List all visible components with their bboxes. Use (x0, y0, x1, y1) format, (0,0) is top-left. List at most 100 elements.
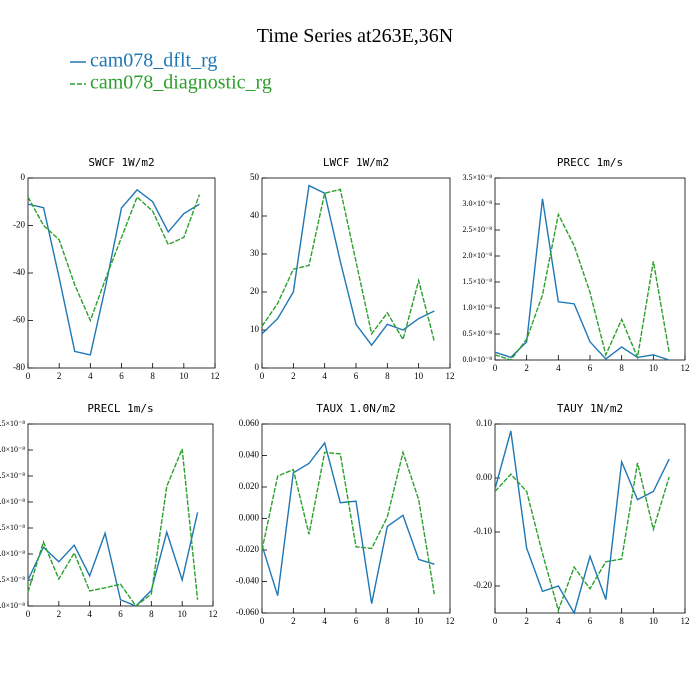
series-line (27, 448, 199, 608)
panel-title: PRECC 1m/s (557, 156, 623, 169)
x-tick-label: 10 (414, 616, 424, 626)
x-tick-label: 8 (385, 616, 390, 626)
x-tick-label: 4 (556, 616, 561, 626)
panel-title: TAUY 1N/m2 (557, 402, 623, 415)
x-tick-label: 2 (57, 609, 62, 619)
x-tick-label: 10 (649, 616, 659, 626)
series-line (261, 184, 435, 347)
x-tick-label: 10 (178, 609, 188, 619)
y-tick-label: 0.5×10⁻⁸ (462, 329, 492, 338)
y-tick-label: 0.040 (239, 450, 260, 460)
y-tick-label: 10 (250, 324, 260, 334)
x-tick-label: 4 (322, 616, 327, 626)
plot-frame (261, 423, 451, 614)
series-line (494, 198, 670, 361)
series-line (494, 212, 670, 361)
x-tick-label: 4 (322, 371, 327, 381)
x-tick-label: 8 (149, 609, 154, 619)
x-tick-label: 10 (179, 371, 189, 381)
y-tick-label: 3.5×10⁻⁸ (462, 173, 492, 182)
y-tick-label: -0.020 (236, 544, 260, 554)
y-tick-label: -80 (13, 362, 25, 372)
y-tick-label: 0 (255, 362, 260, 372)
y-tick-label: 0.00 (476, 472, 492, 482)
y-tick-label: -0.040 (236, 576, 260, 586)
y-tick-label: 30 (250, 248, 260, 258)
panel-title: TAUX 1.0N/m2 (316, 402, 395, 415)
y-tick-label: 50 (250, 172, 260, 182)
x-tick-label: 0 (26, 371, 31, 381)
y-tick-label: -20 (13, 220, 25, 230)
x-tick-label: 6 (354, 616, 359, 626)
y-tick-label: 1.0×10⁻⁸ (0, 549, 25, 558)
series-line (27, 194, 201, 323)
legend-label: cam078_dflt_rg (90, 50, 217, 72)
x-tick-label: 6 (588, 363, 593, 373)
y-tick-label: 1.0×10⁻⁸ (462, 303, 492, 312)
plot-frame (494, 423, 686, 614)
x-tick-label: 6 (119, 371, 124, 381)
x-tick-label: 8 (150, 371, 155, 381)
x-tick-label: 8 (385, 371, 390, 381)
x-tick-label: 2 (524, 616, 529, 626)
y-tick-label: 3.0×10⁻⁸ (462, 199, 492, 208)
y-tick-label: 0.020 (239, 481, 260, 491)
series-line (494, 462, 670, 613)
x-tick-label: 4 (87, 609, 92, 619)
x-tick-label: 2 (291, 371, 296, 381)
x-tick-label: 12 (446, 371, 455, 381)
y-tick-label: 1.5×10⁻⁸ (0, 523, 25, 532)
x-tick-label: 8 (619, 363, 624, 373)
x-tick-label: 12 (446, 616, 455, 626)
y-tick-label: 2.5×10⁻⁸ (0, 471, 25, 480)
x-tick-label: 4 (556, 363, 561, 373)
y-tick-label: 3.0×10⁻⁸ (0, 445, 25, 454)
y-tick-label: -0.060 (236, 607, 260, 617)
y-tick-label: 0.5×10⁻⁸ (0, 575, 25, 584)
x-tick-label: 12 (211, 371, 220, 381)
x-tick-label: 0 (493, 363, 498, 373)
y-tick-label: -0.20 (473, 580, 492, 590)
plot-frame (27, 177, 216, 369)
panel-title: SWCF 1W/m2 (88, 156, 154, 169)
x-tick-label: 6 (354, 371, 359, 381)
y-tick-label: -60 (13, 315, 25, 325)
y-tick-label: 20 (250, 286, 260, 296)
y-tick-label: 0 (21, 172, 26, 182)
y-tick-label: 40 (250, 210, 260, 220)
y-tick-label: 2.5×10⁻⁸ (462, 225, 492, 234)
x-tick-label: 6 (588, 616, 593, 626)
x-tick-label: 0 (260, 371, 265, 381)
x-tick-label: 4 (88, 371, 93, 381)
x-tick-label: 6 (118, 609, 123, 619)
y-tick-label: -40 (13, 267, 25, 277)
series-line (494, 430, 670, 615)
y-tick-label: 0.000 (239, 513, 260, 523)
x-tick-label: 2 (291, 616, 296, 626)
plot-frame (261, 177, 451, 369)
series-line (27, 512, 199, 607)
y-tick-label: 2.0×10⁻⁸ (0, 497, 25, 506)
x-tick-label: 2 (57, 371, 62, 381)
y-tick-label: 3.5×10⁻⁸ (0, 419, 25, 428)
y-tick-label: 1.5×10⁻⁸ (462, 277, 492, 286)
y-tick-label: 0.0×10⁻⁸ (0, 601, 25, 610)
x-tick-label: 2 (524, 363, 529, 373)
y-tick-label: 0.10 (476, 418, 492, 428)
series-line (27, 188, 200, 356)
y-tick-label: -0.10 (473, 526, 492, 536)
y-tick-label: 0.060 (239, 418, 260, 428)
x-tick-label: 0 (493, 616, 498, 626)
x-tick-label: 0 (26, 609, 31, 619)
x-tick-label: 8 (619, 616, 624, 626)
legend-label: cam078_diagnostic_rg (90, 72, 272, 94)
panel-title: PRECL 1m/s (87, 402, 153, 415)
x-tick-label: 12 (681, 363, 690, 373)
x-tick-label: 10 (414, 371, 424, 381)
y-tick-label: 0.0×10⁻⁸ (462, 355, 492, 364)
series-line (261, 188, 436, 342)
x-tick-label: 10 (649, 363, 659, 373)
x-tick-label: 12 (681, 616, 690, 626)
x-tick-label: 0 (260, 616, 265, 626)
